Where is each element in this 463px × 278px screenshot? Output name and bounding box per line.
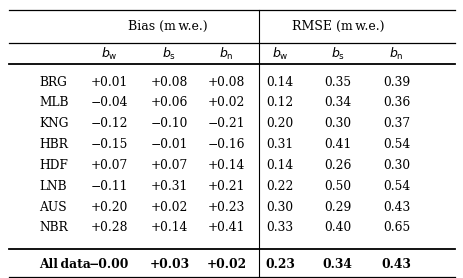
Text: +0.02: +0.02 <box>206 258 246 271</box>
Text: 0.65: 0.65 <box>382 222 409 234</box>
Text: +0.31: +0.31 <box>150 180 188 193</box>
Text: 0.34: 0.34 <box>324 96 350 109</box>
Text: −0.04: −0.04 <box>90 96 127 109</box>
Text: 0.31: 0.31 <box>266 138 293 151</box>
Text: −0.15: −0.15 <box>90 138 127 151</box>
Text: 0.30: 0.30 <box>382 159 409 172</box>
Text: RMSE (m w.e.): RMSE (m w.e.) <box>291 20 384 33</box>
Text: $b_\mathrm{w}$: $b_\mathrm{w}$ <box>100 46 117 61</box>
Text: AUS: AUS <box>39 201 67 214</box>
Text: $b_\mathrm{w}$: $b_\mathrm{w}$ <box>271 46 288 61</box>
Text: 0.43: 0.43 <box>381 258 411 271</box>
Text: 0.41: 0.41 <box>324 138 350 151</box>
Text: 0.39: 0.39 <box>382 76 409 88</box>
Text: 0.29: 0.29 <box>324 201 350 214</box>
Text: 0.43: 0.43 <box>382 201 409 214</box>
Text: LNB: LNB <box>39 180 67 193</box>
Text: −0.01: −0.01 <box>150 138 188 151</box>
Text: 0.12: 0.12 <box>266 96 293 109</box>
Text: 0.30: 0.30 <box>266 201 293 214</box>
Text: 0.36: 0.36 <box>382 96 409 109</box>
Text: 0.26: 0.26 <box>324 159 350 172</box>
Text: +0.28: +0.28 <box>90 222 127 234</box>
Text: All data: All data <box>39 258 91 271</box>
Text: 0.50: 0.50 <box>324 180 350 193</box>
Text: 0.35: 0.35 <box>324 76 350 88</box>
Text: +0.23: +0.23 <box>207 201 244 214</box>
Text: +0.21: +0.21 <box>207 180 244 193</box>
Text: 0.34: 0.34 <box>322 258 352 271</box>
Text: −0.10: −0.10 <box>150 117 188 130</box>
Text: 0.54: 0.54 <box>382 138 409 151</box>
Text: +0.20: +0.20 <box>90 201 127 214</box>
Text: HDF: HDF <box>39 159 68 172</box>
Text: HBR: HBR <box>39 138 68 151</box>
Text: +0.07: +0.07 <box>150 159 188 172</box>
Text: −0.16: −0.16 <box>207 138 244 151</box>
Text: KNG: KNG <box>39 117 69 130</box>
Text: 0.14: 0.14 <box>266 159 293 172</box>
Text: +0.14: +0.14 <box>150 222 188 234</box>
Text: 0.54: 0.54 <box>382 180 409 193</box>
Text: 0.22: 0.22 <box>266 180 293 193</box>
Text: +0.01: +0.01 <box>90 76 127 88</box>
Text: +0.07: +0.07 <box>90 159 127 172</box>
Text: +0.08: +0.08 <box>207 76 244 88</box>
Text: +0.08: +0.08 <box>150 76 188 88</box>
Text: +0.02: +0.02 <box>150 201 188 214</box>
Text: 0.30: 0.30 <box>324 117 350 130</box>
Text: $b_\mathrm{n}$: $b_\mathrm{n}$ <box>219 46 233 61</box>
Text: 0.40: 0.40 <box>324 222 350 234</box>
Text: −0.11: −0.11 <box>90 180 127 193</box>
Text: MLB: MLB <box>39 96 69 109</box>
Text: 0.20: 0.20 <box>266 117 293 130</box>
Text: BRG: BRG <box>39 76 67 88</box>
Text: $b_\mathrm{s}$: $b_\mathrm{s}$ <box>162 46 176 61</box>
Text: +0.41: +0.41 <box>207 222 244 234</box>
Text: +0.03: +0.03 <box>149 258 189 271</box>
Text: 0.23: 0.23 <box>265 258 294 271</box>
Text: +0.02: +0.02 <box>207 96 244 109</box>
Text: 0.14: 0.14 <box>266 76 293 88</box>
Text: $b_\mathrm{n}$: $b_\mathrm{n}$ <box>388 46 403 61</box>
Text: −0.00: −0.00 <box>88 258 129 271</box>
Text: NBR: NBR <box>39 222 68 234</box>
Text: Bias (m w.e.): Bias (m w.e.) <box>128 20 207 33</box>
Text: +0.14: +0.14 <box>207 159 244 172</box>
Text: 0.33: 0.33 <box>266 222 293 234</box>
Text: −0.12: −0.12 <box>90 117 127 130</box>
Text: $b_\mathrm{s}$: $b_\mathrm{s}$ <box>330 46 344 61</box>
Text: +0.06: +0.06 <box>150 96 188 109</box>
Text: −0.21: −0.21 <box>207 117 244 130</box>
Text: 0.37: 0.37 <box>382 117 409 130</box>
